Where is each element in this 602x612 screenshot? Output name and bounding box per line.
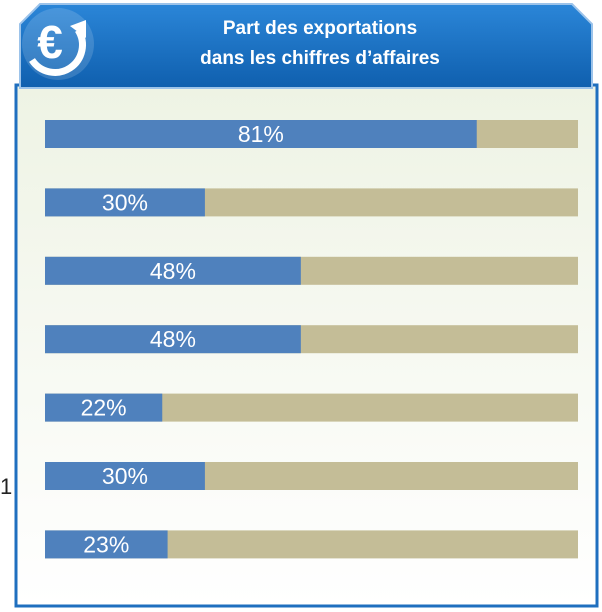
svg-text:€: € [37,16,63,68]
bar [45,120,477,148]
euro-icon: € [22,8,94,80]
bar [45,188,205,217]
bar [45,393,163,422]
data-label: 22% [81,395,127,421]
header [19,3,593,89]
bar [45,462,205,490]
bar [45,256,301,285]
bar [45,325,301,354]
bar [45,530,168,559]
data-label: 30% [102,463,148,489]
data-label: 23% [83,531,129,557]
data-label: 48% [150,326,196,352]
annotation: 1 [0,474,12,499]
data-label: 81% [238,121,284,147]
chart-title: Part des exportations [223,18,417,39]
data-label: 30% [102,189,148,215]
chart-subtitle: dans les chiffres d’affaires [200,48,440,69]
data-label: 48% [150,258,196,284]
